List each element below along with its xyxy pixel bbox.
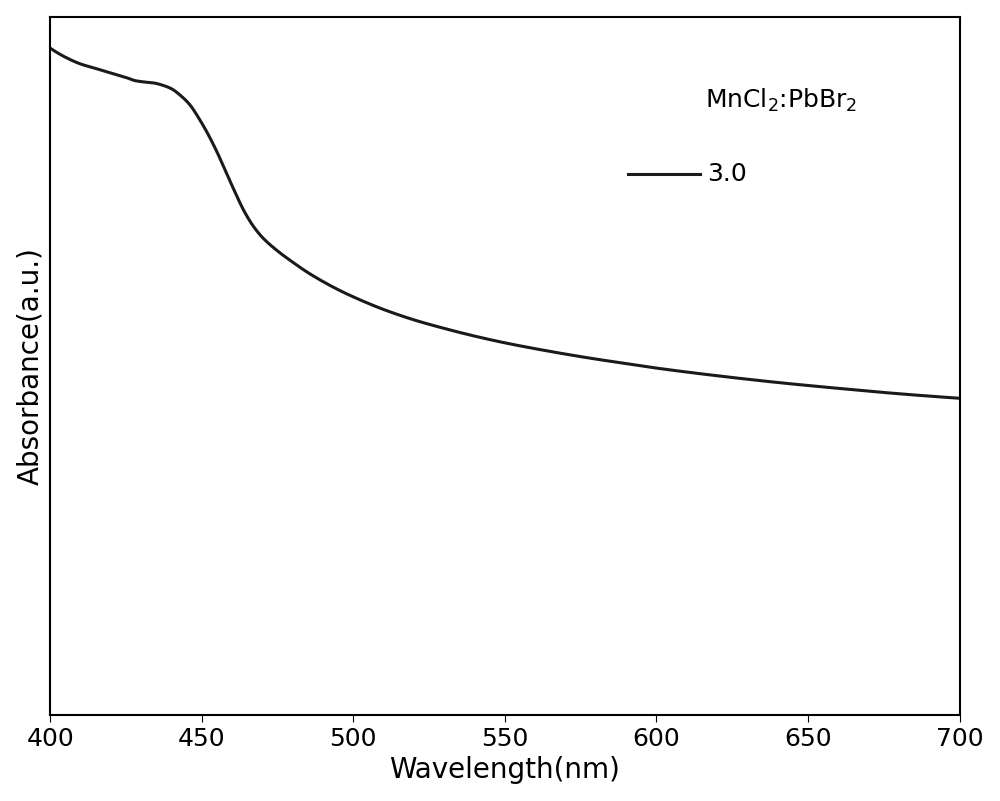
Y-axis label: Absorbance(a.u.): Absorbance(a.u.): [17, 247, 45, 485]
X-axis label: Wavelength(nm): Wavelength(nm): [389, 756, 620, 784]
Text: 3.0: 3.0: [707, 162, 746, 186]
Text: MnCl$_2$:PbBr$_2$: MnCl$_2$:PbBr$_2$: [705, 87, 857, 114]
